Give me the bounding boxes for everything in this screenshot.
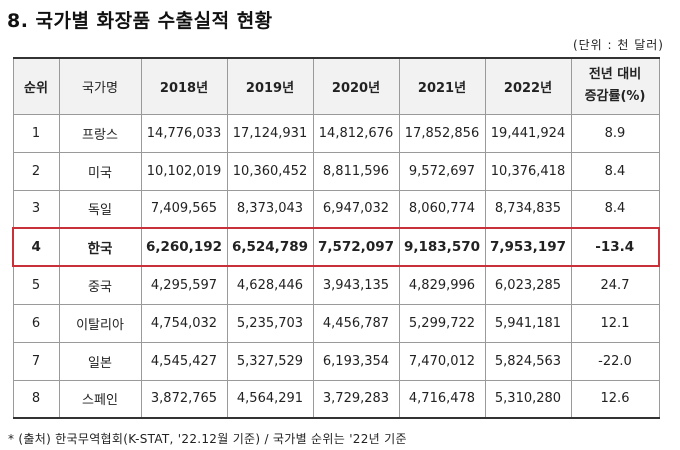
table-row: 7 일본 4,545,427 5,327,529 6,193,354 7,470,012 5… — [12, 341, 660, 381]
header-2019: 2019년 — [226, 57, 314, 115]
cell-2020: 8,811,596 — [312, 151, 400, 191]
cell-rank: 8 — [12, 379, 60, 419]
cell-country: 미국 — [58, 151, 142, 191]
cell-2018: 4,545,427 — [140, 341, 228, 381]
cell-2019: 8,373,043 — [226, 189, 314, 229]
header-change-line1: 전년 대비 — [588, 67, 642, 83]
cell-2018: 3,872,765 — [140, 379, 228, 419]
footnote: * (출처) 한국무역협회(K-STAT, '22.12월 기준) / 국가별 … — [8, 432, 407, 446]
cell-2021: 9,183,570 — [398, 227, 486, 267]
cell-change: 12.1 — [570, 303, 660, 343]
cell-change: 12.6 — [570, 379, 660, 419]
cell-change: 8.9 — [570, 113, 660, 153]
table-row: 6 이탈리아 4,754,032 5,235,703 4,456,787 5,299,72… — [12, 303, 660, 343]
header-2018: 2018년 — [140, 57, 228, 115]
cell-2020: 4,456,787 — [312, 303, 400, 343]
cell-2022: 5,824,563 — [484, 341, 572, 381]
cell-rank: 1 — [12, 113, 60, 153]
cell-rank: 3 — [12, 189, 60, 229]
table-body: 1 프랑스 14,776,033 17,124,931 14,812,676 17,852… — [12, 113, 660, 419]
cell-2021: 4,829,996 — [398, 265, 486, 305]
cell-2019: 6,524,789 — [226, 227, 314, 267]
table-row: 2 미국 10,102,019 10,360,452 8,811,596 9,572,69… — [12, 151, 660, 191]
cell-2022: 10,376,418 — [484, 151, 572, 191]
cell-2022: 5,941,181 — [484, 303, 572, 343]
cell-change: -22.0 — [570, 341, 660, 381]
header-2021: 2021년 — [398, 57, 486, 115]
header-country: 국가명 — [58, 57, 142, 115]
cell-country: 스페인 — [58, 379, 142, 419]
cell-2020: 3,943,135 — [312, 265, 400, 305]
cell-rank: 2 — [12, 151, 60, 191]
cell-2021: 5,299,722 — [398, 303, 486, 343]
cell-2022: 19,441,924 — [484, 113, 572, 153]
cell-2019: 5,235,703 — [226, 303, 314, 343]
cell-2021: 7,470,012 — [398, 341, 486, 381]
cell-2021: 8,060,774 — [398, 189, 486, 229]
cell-2019: 10,360,452 — [226, 151, 314, 191]
cell-2020: 14,812,676 — [312, 113, 400, 153]
cell-2018: 10,102,019 — [140, 151, 228, 191]
cell-country: 일본 — [58, 341, 142, 381]
cell-country: 독일 — [58, 189, 142, 229]
cell-2022: 7,953,197 — [484, 227, 572, 267]
header-2020: 2020년 — [312, 57, 400, 115]
table-row: 8 스페인 3,872,765 4,564,291 3,729,283 4,716,478… — [12, 379, 660, 419]
cell-2021: 9,572,697 — [398, 151, 486, 191]
cell-2018: 4,754,032 — [140, 303, 228, 343]
cell-2022: 5,310,280 — [484, 379, 572, 419]
cell-rank: 4 — [12, 227, 60, 267]
cell-2021: 4,716,478 — [398, 379, 486, 419]
cell-rank: 7 — [12, 341, 60, 381]
header-change: 전년 대비 증감률(%) — [570, 57, 660, 115]
cell-country: 중국 — [58, 265, 142, 305]
cell-2018: 7,409,565 — [140, 189, 228, 229]
unit-label: (단위 : 천 달러) — [572, 38, 664, 52]
cell-2018: 6,260,192 — [140, 227, 228, 267]
cell-change: -13.4 — [570, 227, 660, 267]
cell-change: 24.7 — [570, 265, 660, 305]
cell-rank: 5 — [12, 265, 60, 305]
export-table: 순위 국가명 2018년 2019년 2020년 2021년 2022년 전년 … — [12, 57, 660, 419]
table-row: 1 프랑스 14,776,033 17,124,931 14,812,676 17,852… — [12, 113, 660, 153]
cell-country: 한국 — [58, 227, 142, 267]
cell-2020: 6,193,354 — [312, 341, 400, 381]
cell-2019: 4,564,291 — [226, 379, 314, 419]
cell-2019: 4,628,446 — [226, 265, 314, 305]
table-row: 3 독일 7,409,565 8,373,043 6,947,032 8,060,774 8… — [12, 189, 660, 229]
header-2022: 2022년 — [484, 57, 572, 115]
table-row: 5 중국 4,295,597 4,628,446 3,943,135 4,829,996 6… — [12, 265, 660, 305]
cell-country: 프랑스 — [58, 113, 142, 153]
cell-change: 8.4 — [570, 189, 660, 229]
cell-2020: 7,572,097 — [312, 227, 400, 267]
table-row: 4 한국 6,260,192 6,524,789 7,572,097 9,183,570 7… — [12, 227, 660, 267]
cell-2022: 6,023,285 — [484, 265, 572, 305]
cell-2019: 17,124,931 — [226, 113, 314, 153]
page-title: 8. 국가별 화장품 수출실적 현황 — [7, 10, 273, 32]
cell-2022: 8,734,835 — [484, 189, 572, 229]
cell-2021: 17,852,856 — [398, 113, 486, 153]
header-rank: 순위 — [12, 57, 60, 115]
cell-2018: 14,776,033 — [140, 113, 228, 153]
cell-change: 8.4 — [570, 151, 660, 191]
cell-2018: 4,295,597 — [140, 265, 228, 305]
cell-2020: 6,947,032 — [312, 189, 400, 229]
header-row: 순위 국가명 2018년 2019년 2020년 2021년 2022년 전년 … — [12, 57, 660, 115]
cell-2019: 5,327,529 — [226, 341, 314, 381]
cell-country: 이탈리아 — [58, 303, 142, 343]
cell-2020: 3,729,283 — [312, 379, 400, 419]
cell-rank: 6 — [12, 303, 60, 343]
header-change-line2: 증감률(%) — [584, 89, 646, 105]
